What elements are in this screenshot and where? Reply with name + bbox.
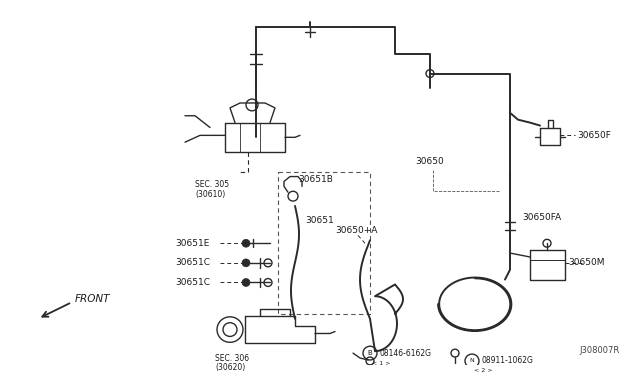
Text: (30620): (30620) (215, 363, 245, 372)
Text: 30651E: 30651E (175, 239, 209, 248)
Text: B: B (367, 350, 372, 356)
Text: 30651C: 30651C (175, 259, 210, 267)
Text: FRONT: FRONT (75, 294, 111, 304)
Circle shape (242, 259, 250, 267)
Circle shape (242, 239, 250, 247)
Text: SEC. 305: SEC. 305 (195, 180, 229, 189)
Text: 30651B: 30651B (298, 175, 333, 184)
Text: 30650+A: 30650+A (335, 226, 378, 235)
Text: 30650FA: 30650FA (522, 213, 561, 222)
Text: 30650: 30650 (415, 157, 444, 166)
Text: SEC. 306: SEC. 306 (215, 353, 249, 362)
Text: 30651C: 30651C (175, 278, 210, 287)
Text: 30650M: 30650M (568, 259, 605, 267)
Text: 30650F: 30650F (577, 131, 611, 140)
Text: (30610): (30610) (195, 190, 225, 199)
Text: < 1 >: < 1 > (372, 362, 390, 366)
Text: 08146-6162G: 08146-6162G (380, 349, 432, 357)
Text: N: N (470, 359, 474, 363)
Text: J308007R: J308007R (580, 346, 620, 355)
Text: < 2 >: < 2 > (474, 368, 493, 372)
Text: 30651: 30651 (305, 216, 333, 225)
Text: 08911-1062G: 08911-1062G (482, 356, 534, 365)
Circle shape (242, 279, 250, 286)
